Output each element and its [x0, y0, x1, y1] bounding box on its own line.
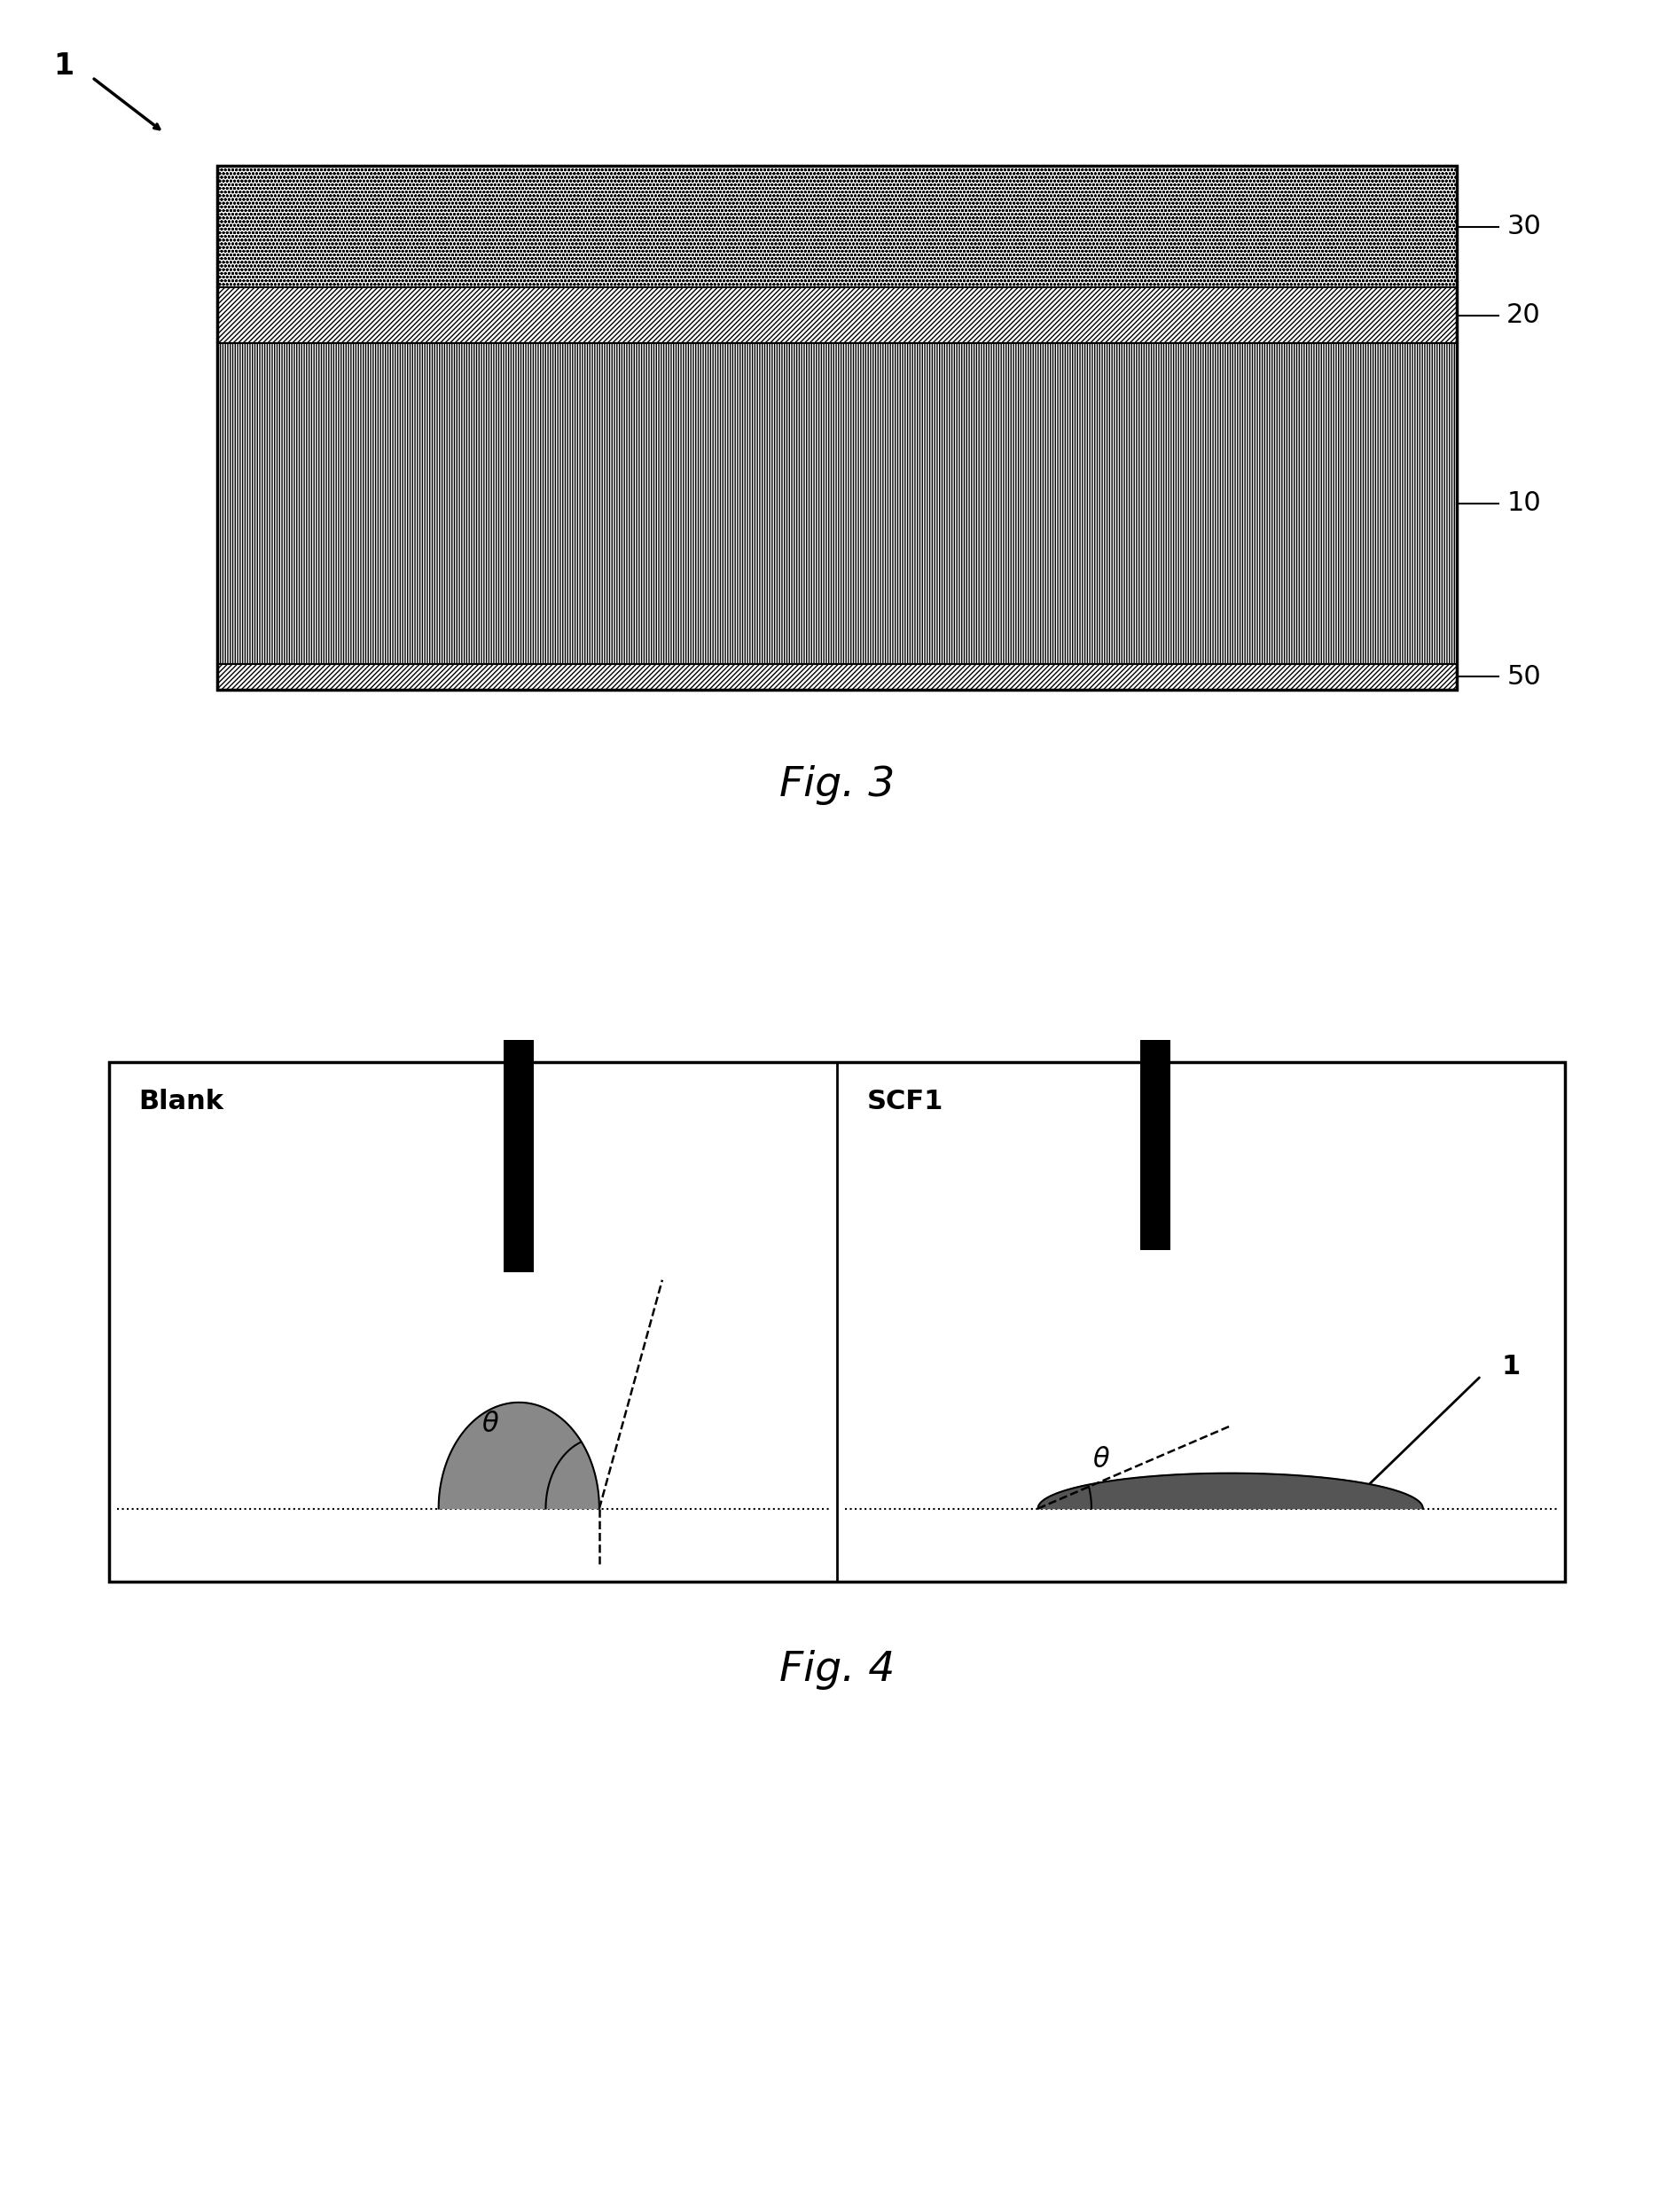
Bar [218, 166, 1456, 288]
Text: 1: 1 [1502, 1354, 1520, 1380]
Text: Fig. 4: Fig. 4 [778, 1650, 896, 1690]
Bar [218, 664, 1456, 690]
Text: 20: 20 [1507, 303, 1542, 327]
Text: SCF1: SCF1 [867, 1088, 944, 1115]
Polygon shape [1038, 1473, 1423, 1509]
Bar [1140, 1040, 1170, 1250]
Text: 10: 10 [1507, 491, 1542, 515]
Text: $\theta$: $\theta$ [482, 1411, 499, 1438]
Text: Blank: Blank [139, 1088, 224, 1115]
Polygon shape [439, 1402, 599, 1509]
Bar [218, 166, 1456, 690]
Text: 50: 50 [1507, 664, 1542, 690]
Bar [218, 343, 1456, 664]
Text: 1: 1 [54, 51, 74, 82]
Text: Fig. 3: Fig. 3 [778, 765, 896, 805]
Bar [218, 288, 1456, 343]
Text: 30: 30 [1507, 215, 1542, 239]
Bar [109, 1062, 1565, 1582]
Text: $\theta$: $\theta$ [1093, 1447, 1110, 1473]
Bar [504, 1040, 534, 1272]
